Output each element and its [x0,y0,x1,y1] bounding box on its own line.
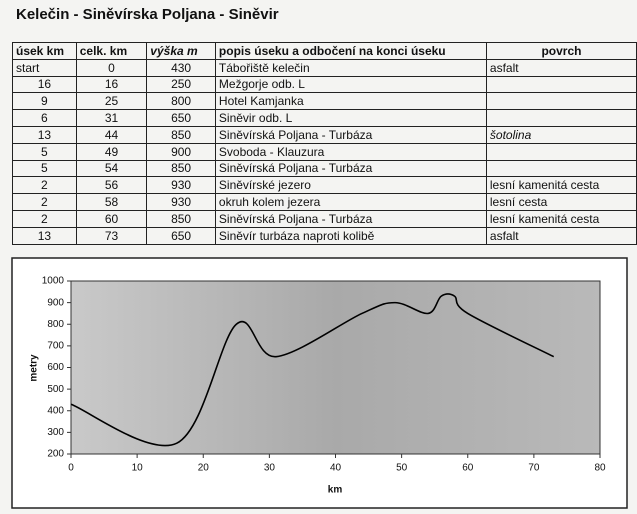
table-cell: 930 [146,193,216,211]
y-axis-label: metry [29,354,40,382]
route-table: úsek km celk. km výška m popis úseku a odbo… [12,42,637,245]
table-cell: 250 [146,75,216,94]
x-tick-label: 0 [68,463,74,474]
x-tick-label: 10 [132,463,144,474]
y-tick-label: 500 [47,384,64,395]
table-cell: Siněvírská Poljana - Turbáza [214,209,487,228]
x-tick-label: 60 [462,463,474,474]
table-cell: lesní kamenitá cesta [485,209,637,228]
plot-area [70,280,601,455]
table-cell: 13 [12,125,77,144]
x-axis-label: km [328,485,343,496]
table-cell: Siněvírská Poljana - Turbáza [214,159,487,178]
y-tick-label: 900 [47,297,64,308]
header-cell: celk. km [75,42,148,60]
table-cell: Siněvír turbáza naproti kolibě [214,226,487,245]
table-cell: šotolina [485,125,637,144]
table-row: 5 54 850 Siněvírská Poljana - Turbáza [12,159,637,178]
y-tick-label: 800 [47,319,64,330]
table-cell: 800 [146,92,216,111]
header-cell: úsek km [12,42,77,60]
y-tick-label: 300 [47,427,64,438]
table-cell: Siněvírská Poljana - Turbáza [214,125,487,144]
table-cell: start [12,58,77,77]
table-cell: asfalt [485,226,637,245]
elevation-line [70,293,555,447]
table-row: 16 16 250 Mežgorje odb. L [12,75,637,94]
table-row: start 0 430 Tábořiště kelečin asfalt [12,58,637,77]
x-tick-label: 30 [264,463,276,474]
table-cell: Siněvírské jezero [214,176,487,195]
table-cell: Tábořiště kelečin [214,58,487,77]
table-row: 9 25 800 Hotel Kamjanka [12,92,637,111]
page-title: Kelečin - Siněvírska Poljana - Siněvir [16,6,279,23]
y-tick-label: 600 [47,362,64,373]
table-cell: 13 [12,226,77,245]
y-tick-label: 200 [47,449,64,460]
header-row: úsek km celk. km výška m popis úseku a odbo… [12,42,637,60]
table-row: 13 73 650 Siněvír turbáza naproti kolibě asf… [12,226,637,245]
x-tick-label: 20 [198,463,210,474]
table-cell: 430 [146,58,216,77]
table-row: 2 60 850 Siněvírská Poljana - Turbáza lesní … [12,209,637,228]
table-cell: 650 [146,226,216,245]
x-tick-label: 40 [330,463,342,474]
table-row: 5 49 900 Svoboda - Klauzura [12,142,637,161]
table-cell: 54 [75,159,148,178]
x-tick-label: 70 [528,463,540,474]
table-cell: 5 [12,142,77,161]
x-tick-label: 80 [594,463,606,474]
table-cell: 900 [146,142,216,161]
y-tick-label: 1000 [42,276,65,287]
x-tick-label: 50 [396,463,408,474]
header-cell: výška m [146,42,216,60]
y-tick-label: 400 [47,405,64,416]
table-row: 6 31 650 Siněvir odb. L [12,109,637,127]
y-tick-label: 700 [47,341,64,352]
